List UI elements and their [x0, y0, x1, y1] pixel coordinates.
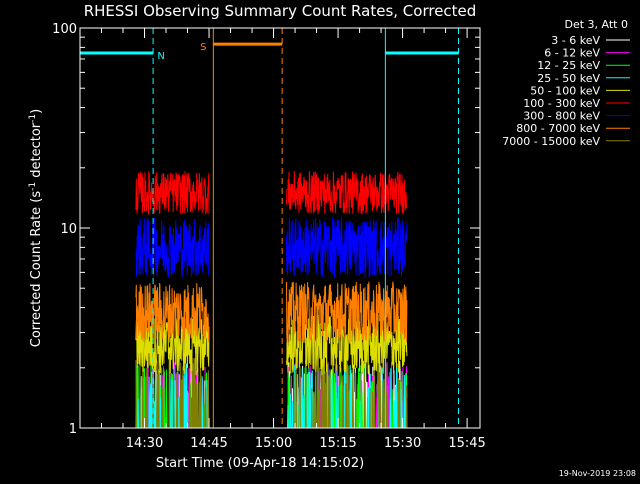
chart-title: RHESSI Observing Summary Count Rates, Co… — [84, 2, 477, 20]
y-tick-label: 100 — [52, 22, 77, 37]
x-tick-label: 15:00 — [255, 436, 292, 451]
x-tick-label: 14:30 — [126, 436, 163, 451]
series-trace — [286, 314, 408, 376]
legend-label: 3 - 6 keV — [551, 34, 600, 47]
y-axis-label-sup-1: -1 — [28, 182, 38, 191]
footer-date: 19-Nov-2019 23:08 — [559, 469, 636, 478]
legend-title: Det 3, Att 0 — [565, 18, 629, 31]
x-tick-label: 15:45 — [448, 436, 485, 451]
series-trace — [286, 281, 408, 343]
saa-annotation: S — [200, 28, 283, 428]
data-layer — [135, 170, 408, 429]
legend-label: 25 - 50 keV — [537, 72, 600, 85]
series-800-7000-kev — [135, 281, 408, 343]
series-trace — [135, 217, 210, 278]
legend-label: 800 - 7000 keV — [516, 122, 600, 135]
y-axis-label: Corrected Count Rate (s-1 detector-1) — [28, 109, 44, 347]
series-trace — [286, 217, 408, 278]
legend-label: 100 - 300 keV — [523, 97, 600, 110]
y-axis-label-end: ) — [29, 109, 44, 114]
y-tick-label: 10 — [60, 222, 77, 237]
legend-label: 6 - 12 keV — [544, 47, 600, 60]
legend-label: 300 - 800 keV — [523, 110, 600, 123]
series-trace — [135, 170, 210, 215]
y-tick-label: 1 — [69, 422, 77, 437]
x-tick-label: 15:30 — [384, 436, 421, 451]
y-axis-label-start: Corrected Count Rate (s — [29, 191, 44, 348]
y-axis-label-sup-2: -1 — [28, 114, 38, 123]
series-trace — [135, 283, 210, 343]
night-label: N — [157, 51, 164, 62]
x-tick-label: 14:45 — [190, 436, 227, 451]
x-tick-label: 15:15 — [319, 436, 356, 451]
night-annotation — [384, 28, 459, 428]
y-axis-label-mid: detector — [29, 122, 44, 182]
legend-label: 7000 - 15000 keV — [502, 135, 600, 148]
saa-label: S — [200, 42, 206, 53]
series-trace — [286, 171, 408, 215]
axes-layer: 1 10 100 14:30 14:45 15:00 15:15 15:30 15:45 — [52, 22, 486, 451]
x-axis-label: Start Time (09-Apr-18 14:15:02) — [156, 456, 364, 471]
legend-label: 50 - 100 keV — [530, 84, 600, 97]
series-100-300-kev — [135, 170, 408, 215]
legend-label: 12 - 25 keV — [537, 59, 600, 72]
series-300-800-kev — [135, 217, 408, 278]
